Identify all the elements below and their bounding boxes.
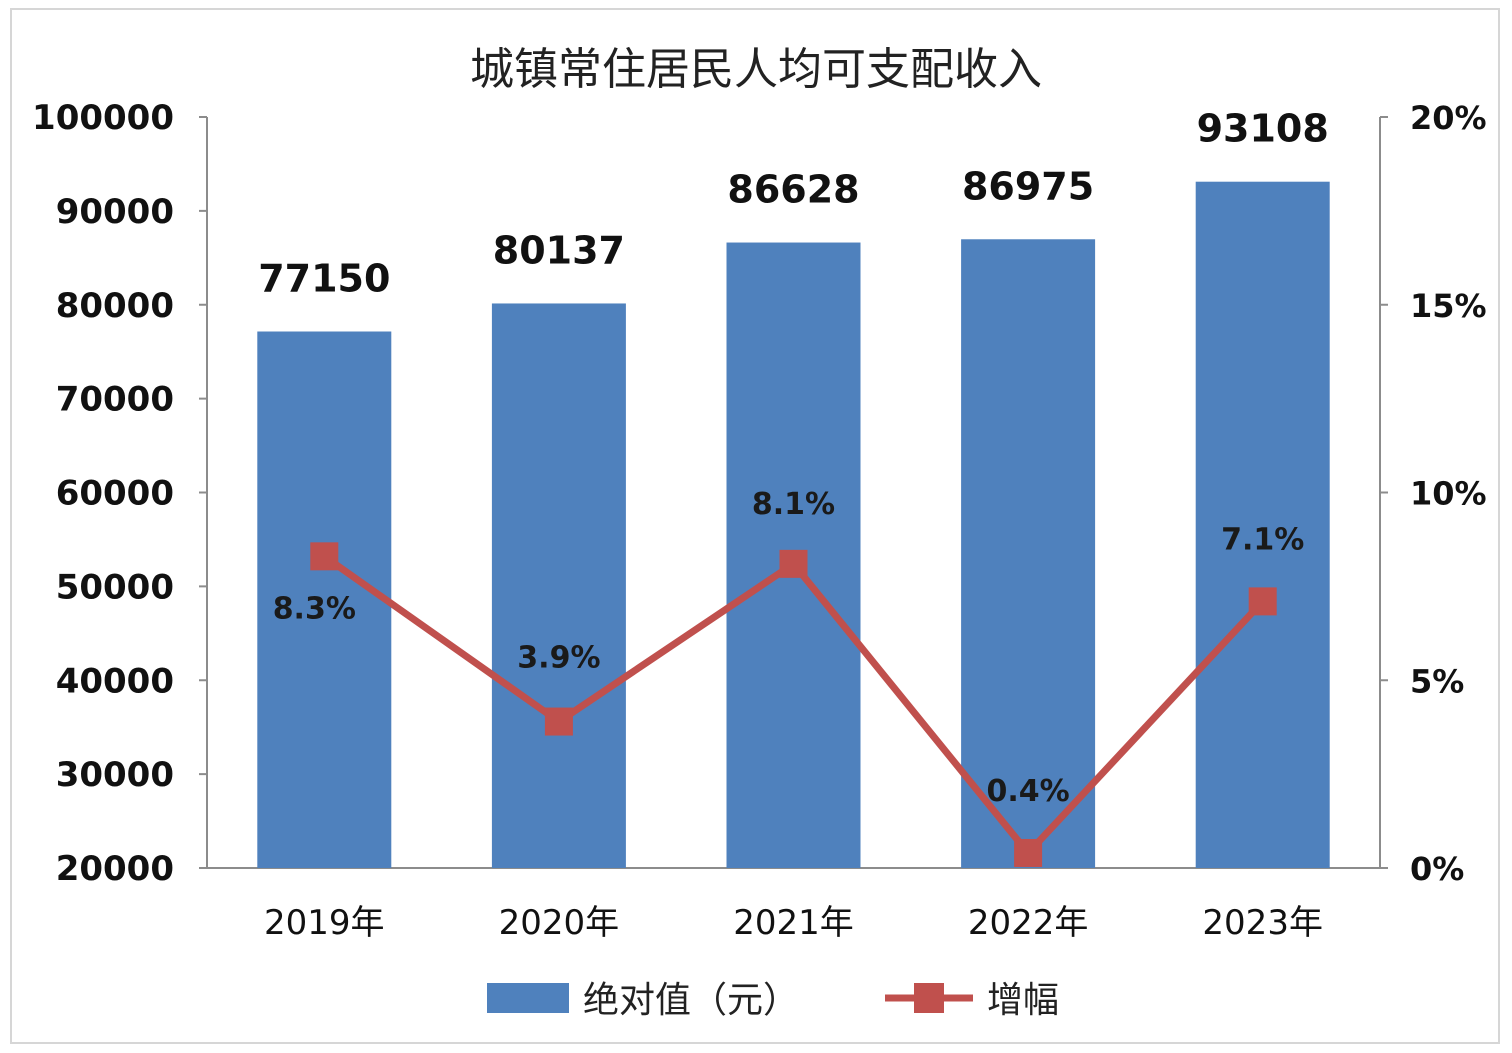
bar-4 xyxy=(961,239,1096,868)
growth-marker-4 xyxy=(1014,838,1043,867)
growth-label-1: 8.3% xyxy=(273,591,356,626)
right-axis-ticks: 20% 15% 10% 5% 0% xyxy=(1380,99,1487,888)
bar-value-label-5: 93108 xyxy=(1197,107,1329,151)
bar-value-label-4: 86975 xyxy=(962,164,1094,208)
legend: 绝对值（元） 增幅 xyxy=(487,980,1059,1021)
right-tick-label-3: 10% xyxy=(1410,475,1487,513)
legend-bar-swatch xyxy=(487,983,569,1013)
bar-value-label-2: 80137 xyxy=(493,228,625,272)
bar-value-labels: 77150 80137 86628 86975 93108 xyxy=(258,107,1329,301)
bar-series xyxy=(257,181,1330,869)
growth-marker-1 xyxy=(310,542,339,571)
right-tick-label-5: 0% xyxy=(1410,850,1464,888)
bar-1 xyxy=(257,331,392,868)
x-tick-label-5: 2023年 xyxy=(1202,903,1323,943)
bar-value-label-1: 77150 xyxy=(258,257,390,301)
line-series xyxy=(310,542,1277,867)
x-tick-label-3: 2021年 xyxy=(733,903,854,943)
bar-2 xyxy=(491,303,626,869)
left-tick-label-6: 50000 xyxy=(56,567,174,607)
left-tick-label-4: 70000 xyxy=(56,380,174,420)
left-tick-label-1: 100000 xyxy=(32,98,174,138)
x-axis-ticks: 2019年 2020年 2021年 2022年 2023年 xyxy=(264,903,1323,943)
left-tick-label-5: 60000 xyxy=(56,474,174,514)
growth-label-4: 0.4% xyxy=(986,774,1069,809)
line-value-labels: 8.3% 3.9% 8.1% 0.4% 7.1% xyxy=(273,487,1305,809)
growth-marker-2 xyxy=(544,707,573,736)
bar-value-label-3: 86628 xyxy=(727,168,859,212)
left-tick-label-8: 30000 xyxy=(56,755,174,795)
legend-line-marker xyxy=(914,983,944,1013)
left-tick-label-9: 20000 xyxy=(56,849,174,889)
right-tick-label-1: 20% xyxy=(1410,99,1487,137)
growth-label-3: 8.1% xyxy=(752,487,835,522)
x-tick-label-2: 2020年 xyxy=(499,903,620,943)
bar-5 xyxy=(1195,181,1330,868)
left-tick-label-7: 40000 xyxy=(56,661,174,701)
chart-title: 城镇常住居民人均可支配收入 xyxy=(470,44,1042,95)
legend-line-label: 增幅 xyxy=(987,980,1059,1021)
x-tick-label-1: 2019年 xyxy=(264,903,385,943)
right-tick-label-4: 5% xyxy=(1410,662,1464,700)
right-tick-label-2: 15% xyxy=(1410,287,1487,325)
left-tick-label-2: 90000 xyxy=(56,192,174,232)
growth-marker-5 xyxy=(1248,587,1277,616)
left-tick-label-3: 80000 xyxy=(56,286,174,326)
left-axis-ticks: 100000 90000 80000 70000 60000 50000 40000 3000… xyxy=(32,98,207,889)
x-tick-label-4: 2022年 xyxy=(968,903,1089,943)
legend-bar-label: 绝对值（元） xyxy=(583,980,799,1021)
growth-marker-3 xyxy=(779,549,808,578)
growth-label-2: 3.9% xyxy=(517,641,600,676)
growth-label-5: 7.1% xyxy=(1221,522,1304,557)
